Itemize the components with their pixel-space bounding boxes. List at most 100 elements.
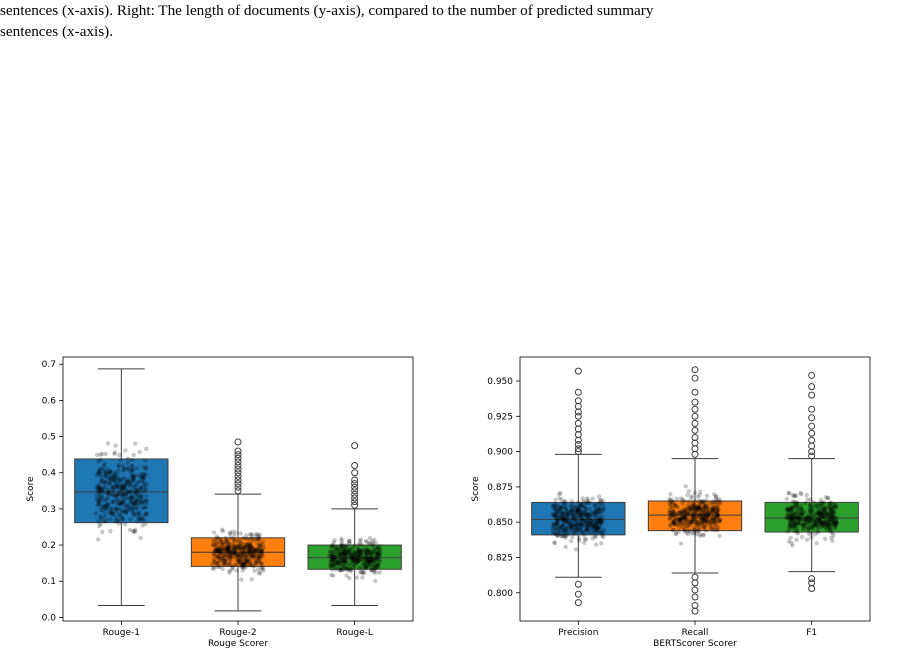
chart-panel-2: Precision Recall F10.8000.8250.8500.8750.9… xyxy=(471,356,871,649)
strip-point xyxy=(673,504,678,509)
flier-point xyxy=(351,442,359,450)
strip-point xyxy=(588,521,593,527)
strip-point xyxy=(805,515,811,521)
strip-point xyxy=(364,555,370,561)
strip-point xyxy=(332,561,337,566)
strip-point xyxy=(717,518,722,523)
strip-point xyxy=(671,509,676,515)
strip-point xyxy=(787,518,792,523)
strip-point xyxy=(361,562,367,568)
strip-point xyxy=(831,509,837,515)
strip-point xyxy=(125,466,130,472)
strip-point xyxy=(829,506,835,511)
strip-point xyxy=(122,492,127,497)
strip-point xyxy=(596,525,601,530)
strip-point xyxy=(340,556,345,561)
strip-point xyxy=(704,513,709,519)
strip-point xyxy=(229,550,234,555)
strip-point xyxy=(812,532,818,537)
strip-point xyxy=(370,556,375,561)
strip-point xyxy=(119,509,125,515)
strip-point xyxy=(138,485,143,490)
strip-point xyxy=(353,555,358,560)
figure-caption: sentences (x-axis). Right: The length of… xyxy=(0,0,910,42)
strip-point xyxy=(567,520,572,526)
strip-point xyxy=(359,550,364,555)
strip-point xyxy=(693,508,698,514)
strip-point xyxy=(214,545,219,550)
strip-point xyxy=(589,518,594,523)
strip-point xyxy=(794,493,799,498)
strip-point xyxy=(119,484,125,489)
strip-point xyxy=(248,562,253,567)
strip-point xyxy=(597,510,602,515)
strip-point xyxy=(356,548,361,553)
strip-point xyxy=(236,552,241,558)
strip-point xyxy=(371,568,377,573)
strip-point xyxy=(595,519,600,524)
strip-point xyxy=(364,553,369,558)
strip-point xyxy=(577,509,582,514)
strip-point xyxy=(131,529,137,535)
strip-point xyxy=(364,559,370,564)
strip-point xyxy=(260,549,265,554)
strip-point xyxy=(375,550,380,556)
flier-point xyxy=(574,367,582,375)
strip-point xyxy=(223,535,228,541)
strip-point xyxy=(339,538,344,543)
strip-point xyxy=(135,511,141,516)
flier-point xyxy=(691,398,699,406)
y-tick-label: 0.6 xyxy=(42,396,57,406)
strip-point xyxy=(795,520,800,525)
strip-point xyxy=(128,467,134,472)
strip-point xyxy=(104,466,109,471)
strip-point xyxy=(701,524,707,529)
strip-point xyxy=(351,565,356,570)
strip-point xyxy=(339,536,344,541)
strip-point xyxy=(573,525,578,530)
strip-point xyxy=(117,452,122,458)
strip-point xyxy=(348,553,354,558)
strip-point xyxy=(342,543,348,549)
strip-point xyxy=(258,561,264,566)
strip-point xyxy=(711,525,716,531)
strip-point xyxy=(801,523,807,528)
strip-point xyxy=(233,562,238,567)
strip-point xyxy=(595,517,600,523)
strip-point xyxy=(375,555,381,561)
strip-point xyxy=(809,506,815,511)
strip-point xyxy=(593,520,599,526)
strip-point xyxy=(805,516,810,522)
strip-point xyxy=(110,493,116,498)
strip-point xyxy=(828,509,834,514)
strip-point xyxy=(803,521,808,526)
strip-point xyxy=(682,517,687,522)
strip-point xyxy=(802,516,808,522)
strip-point xyxy=(713,497,719,502)
strip-point xyxy=(338,551,343,557)
strip-point xyxy=(830,522,835,527)
strip-point xyxy=(796,514,801,520)
strip-point xyxy=(222,541,227,547)
strip-point xyxy=(819,512,825,517)
strip-point xyxy=(358,565,364,570)
strip-point xyxy=(551,523,556,528)
strip-point xyxy=(256,536,262,541)
strip-point xyxy=(331,548,336,553)
strip-point xyxy=(703,511,708,516)
strip-point xyxy=(821,514,827,520)
strip-point xyxy=(575,508,581,514)
strip-point xyxy=(97,498,103,504)
strip-point xyxy=(819,511,824,516)
strip-point xyxy=(252,550,258,555)
strip-point xyxy=(791,505,796,510)
strip-point xyxy=(351,546,356,551)
strip-point xyxy=(233,548,238,553)
strip-point xyxy=(819,501,824,507)
strip-point xyxy=(561,516,566,521)
strip-point xyxy=(240,551,245,556)
strip-point xyxy=(806,515,811,520)
strip-point xyxy=(345,553,351,558)
strip-point xyxy=(668,512,674,517)
plot-frame xyxy=(519,356,871,622)
